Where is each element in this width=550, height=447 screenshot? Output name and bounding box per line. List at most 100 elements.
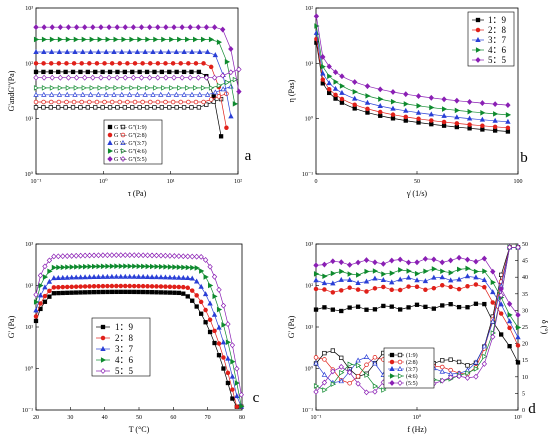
modulus-point-5:5 <box>69 252 75 259</box>
modulus-point-2:8 <box>234 404 240 409</box>
y2-tick-label: 25 <box>522 325 528 331</box>
modulus-point-2:8 <box>167 284 173 290</box>
loss-point-2:8 <box>41 99 46 105</box>
modulus-point-5:5 <box>176 253 182 260</box>
viscosity-point-5:5 <box>390 89 396 95</box>
storage-point-5:5 <box>171 24 177 31</box>
viscosity-point-3:7 <box>320 70 326 76</box>
modulus-point-5:5 <box>91 252 97 259</box>
loss-point-1:9 <box>56 105 61 110</box>
storage-point-5:5 <box>414 259 420 266</box>
viscosity-point-1:9 <box>365 110 370 115</box>
loss-point-2:8 <box>109 99 115 105</box>
viscosity-point-2:8 <box>429 118 434 123</box>
modulus-point-2:8 <box>127 283 132 289</box>
storage-point-5:5 <box>363 257 370 264</box>
legend-label: (1:9) <box>406 352 418 359</box>
modulus-point-2:8 <box>47 288 52 294</box>
legend-label: G '— G''(4:6) <box>114 148 147 155</box>
storage-point-2:8 <box>163 61 168 66</box>
modulus-point-3:7 <box>51 275 57 281</box>
loss-point-3:7 <box>189 91 195 97</box>
x-tick-label: 50 <box>414 179 420 185</box>
loss-point-3:7 <box>197 91 203 97</box>
y-tick-label: 10³ <box>305 242 313 248</box>
modulus-point-1:9 <box>100 289 106 295</box>
modulus-point-4:6 <box>203 274 209 280</box>
x-tick-label: 70 <box>205 415 211 421</box>
legend-label: 1：9 <box>488 15 507 25</box>
storage-point-4:6 <box>121 36 127 43</box>
viscosity-point-1:9 <box>505 129 511 134</box>
storage-point-5:5 <box>346 261 353 268</box>
phase-angle-point-5:5 <box>490 333 496 340</box>
modulus-point-5:5 <box>234 365 240 372</box>
loss-point-4:6 <box>200 85 207 91</box>
viscosity-point-2:8 <box>377 109 383 115</box>
modulus-point-4:6 <box>132 263 138 270</box>
phase-angle-point-4:6 <box>473 366 480 372</box>
loss-point-4:6 <box>177 85 183 91</box>
modulus-point-4:6 <box>190 264 196 271</box>
viscosity-point-2:8 <box>333 92 338 98</box>
storage-point-4:6 <box>113 36 119 43</box>
modulus-point-1:9 <box>203 320 208 325</box>
phase-angle-point-2:8 <box>322 357 327 362</box>
phase-angle-point-3:7 <box>473 359 479 365</box>
modulus-point-4:6 <box>100 263 107 270</box>
modulus-point-3:7 <box>220 339 227 345</box>
loss-point-2:8 <box>178 99 183 105</box>
storage-point-4:6 <box>137 36 143 43</box>
modulus-point-2:8 <box>221 355 226 360</box>
storage-point-3:7 <box>204 49 211 54</box>
modulus-point-2:8 <box>140 283 146 289</box>
viscosity-point-4:6 <box>403 101 409 107</box>
x-axis-label: T (°C) <box>129 425 150 434</box>
storage-point-4:6 <box>381 271 387 277</box>
legend-label: 4：6 <box>488 45 507 55</box>
modulus-point-4:6 <box>78 263 84 270</box>
storage-point-3:7 <box>473 274 479 280</box>
viscosity-point-2:8 <box>320 77 326 82</box>
x-tick-label: 30 <box>67 415 73 421</box>
storage-point-3:7 <box>456 276 462 282</box>
storage-point-5:5 <box>338 259 344 266</box>
loss-point-1:9 <box>181 105 187 110</box>
storage-point-5:5 <box>490 268 496 275</box>
modulus-point-1:9 <box>149 290 155 295</box>
loss-point-5:5 <box>236 66 242 73</box>
legend-label: G '— G''(2:8) <box>114 132 147 139</box>
legend-marker <box>397 359 403 365</box>
viscosity-point-3:7 <box>377 102 383 108</box>
modulus-point-5:5 <box>180 253 186 260</box>
phase-angle-point-3:7 <box>490 318 496 324</box>
x-tick-label: 10¹ <box>514 415 522 421</box>
loss-point-3:7 <box>158 91 164 97</box>
phase-angle-point-3:7 <box>481 343 488 349</box>
x-tick-label: 10⁰ <box>99 178 108 185</box>
loss-point-4:6 <box>208 85 215 91</box>
loss-point-5:5 <box>49 74 55 81</box>
loss-point-5:5 <box>106 74 112 81</box>
storage-point-2:8 <box>41 61 46 66</box>
modulus-point-1:9 <box>69 290 74 295</box>
legend-c: 1：92：83：74：65：5 <box>91 317 151 377</box>
storage-point-3:7 <box>80 49 86 54</box>
storage-point-1:9 <box>313 307 319 312</box>
y2-tick-label: 0 <box>522 408 525 414</box>
modulus-point-1:9 <box>172 290 177 295</box>
y-tick-label: 10⁰ <box>305 366 314 373</box>
storage-point-3:7 <box>481 277 488 283</box>
loss-point-3:7 <box>103 91 109 97</box>
storage-point-5:5 <box>515 312 521 318</box>
storage-point-1:9 <box>137 69 142 75</box>
storage-point-1:9 <box>167 69 172 75</box>
phase-angle-point-5:5 <box>372 388 378 395</box>
loss-point-5:5 <box>179 74 185 81</box>
loss-point-3:7 <box>33 91 39 97</box>
storage-point-5:5 <box>211 24 218 31</box>
modulus-point-3:7 <box>46 278 53 284</box>
storage-point-5:5 <box>122 24 128 31</box>
viscosity-point-5:5 <box>352 79 358 85</box>
y2-tick-label: 20 <box>522 342 528 348</box>
